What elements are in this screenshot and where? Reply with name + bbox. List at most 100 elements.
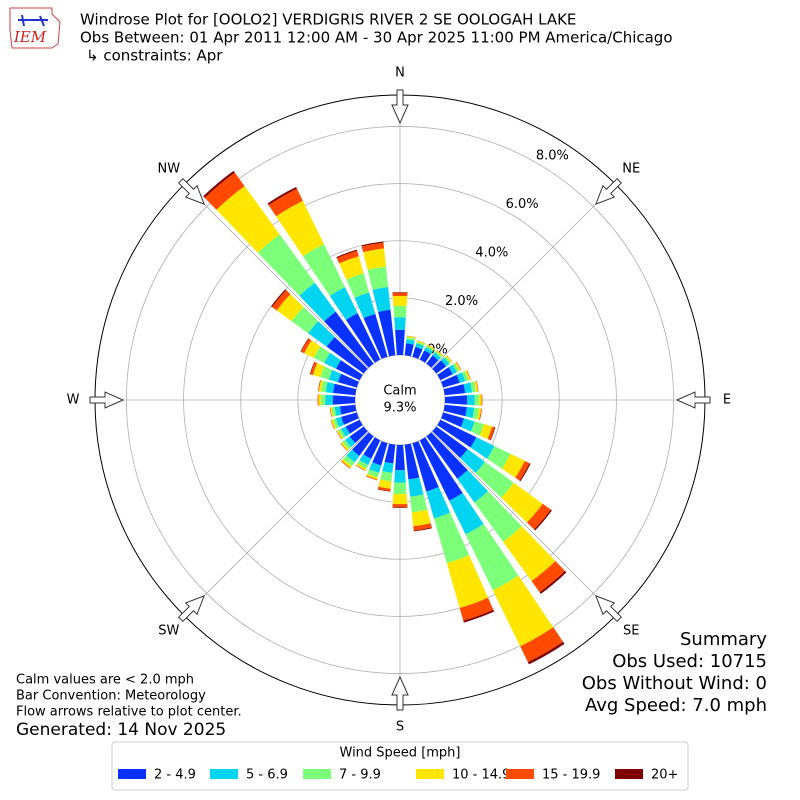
bar-segment — [340, 460, 351, 469]
bar-segment — [355, 465, 366, 472]
legend-label: 15 - 19.9 — [542, 768, 600, 783]
bar-segment — [336, 250, 359, 264]
bar-segment — [460, 449, 485, 473]
bar-segment — [332, 395, 356, 405]
bar-segment — [318, 380, 321, 392]
bar-segment — [492, 575, 554, 647]
grid-circle — [126, 126, 674, 674]
bar-segment — [503, 526, 556, 582]
summary: Obs Used: 10715 — [612, 651, 767, 672]
bar-segment — [345, 436, 356, 448]
bar-segment — [369, 462, 382, 473]
compass-arrow — [391, 89, 409, 125]
bar-segment — [304, 340, 321, 358]
bar-segment — [394, 317, 406, 331]
bar-segment — [426, 432, 468, 479]
bar-segment — [363, 313, 388, 359]
bar-segment — [470, 381, 477, 393]
bar-segment — [465, 370, 471, 381]
bar-segment — [328, 369, 342, 383]
bar-segment — [460, 418, 475, 432]
logo-text: IEM — [13, 28, 47, 46]
bar-segment — [432, 426, 468, 459]
bar-segment — [412, 346, 423, 359]
calm-label: Calm — [383, 384, 416, 399]
bar-segment — [395, 329, 405, 356]
chart-title: Windrose Plot for [OOLO2] VERDIGRIS RIVE… — [80, 11, 576, 29]
bar-segment — [404, 343, 414, 357]
bar-segment — [393, 482, 407, 495]
bar-segment — [325, 381, 335, 393]
bar-segment — [302, 243, 345, 296]
bar-segment — [424, 347, 433, 355]
legend-label: 5 - 6.9 — [246, 768, 288, 783]
legend-swatch — [303, 769, 331, 779]
bar-segment — [456, 361, 462, 371]
compass-label: W — [67, 393, 80, 408]
bar-segment — [463, 609, 495, 623]
bar-segment — [481, 394, 483, 406]
bar-segment — [335, 416, 345, 428]
bar-segment — [378, 309, 396, 357]
bar-segment — [441, 374, 460, 388]
bar-segment — [474, 394, 480, 406]
bar-segment — [377, 488, 391, 492]
summary: Summary — [680, 629, 767, 650]
compass-arrow — [89, 391, 125, 409]
compass-label: SW — [158, 624, 179, 639]
bar-segment — [413, 527, 432, 532]
bar-segment — [408, 477, 424, 497]
note: Flow arrows relative to plot center. — [16, 705, 242, 720]
bar-segment — [342, 439, 352, 450]
bar-segment — [445, 355, 453, 363]
r-tick-label: 6.0% — [506, 197, 539, 212]
bar-segment — [356, 463, 367, 471]
bar-segment — [363, 248, 386, 270]
bar-segment — [457, 470, 489, 503]
bar-segment — [419, 350, 431, 363]
grid-circle — [240, 240, 560, 560]
bar-segment — [461, 371, 469, 382]
bar-segment — [443, 404, 467, 417]
bar-segment — [308, 321, 335, 347]
summary: Avg Speed: 7.0 mph — [585, 695, 767, 716]
bar-segment — [366, 475, 378, 481]
bar-segment — [432, 360, 447, 374]
bar-segment — [454, 362, 461, 372]
compass-label: NE — [622, 161, 640, 176]
radial-grid-line — [431, 184, 616, 369]
bar-segment — [436, 349, 444, 356]
bar-segment — [339, 256, 364, 280]
bar-segment — [392, 292, 408, 293]
bar-segment — [441, 357, 450, 367]
bar-segment — [470, 421, 484, 436]
bar-segment — [321, 380, 328, 393]
bar-segment — [425, 345, 434, 352]
constraints: ↳ constraints: Apr — [86, 47, 223, 65]
bar-segment — [479, 408, 482, 420]
bar-segment — [501, 453, 525, 478]
bar-segment — [446, 355, 453, 363]
compass-label: E — [723, 393, 731, 408]
bar-segment — [448, 364, 457, 375]
bar-segment — [346, 273, 370, 298]
compass-label: S — [396, 720, 404, 735]
bar-segment — [433, 512, 470, 564]
bar-segment — [406, 337, 416, 341]
bar-segment — [203, 170, 235, 198]
calm-value: 9.3% — [383, 401, 416, 416]
bar-segment — [415, 343, 424, 350]
bar-segment — [359, 454, 372, 466]
bar-segment — [446, 555, 489, 609]
bar-segment — [336, 249, 358, 259]
bar-segment — [377, 486, 391, 492]
bar-segment — [317, 394, 319, 406]
compass-label: SE — [623, 624, 639, 639]
compass-arrow — [391, 675, 409, 711]
bar-segment — [336, 430, 344, 440]
bar-segment — [331, 419, 337, 430]
bar-segment — [309, 361, 315, 375]
bar-segment — [257, 234, 315, 296]
bar-segment — [335, 360, 363, 381]
